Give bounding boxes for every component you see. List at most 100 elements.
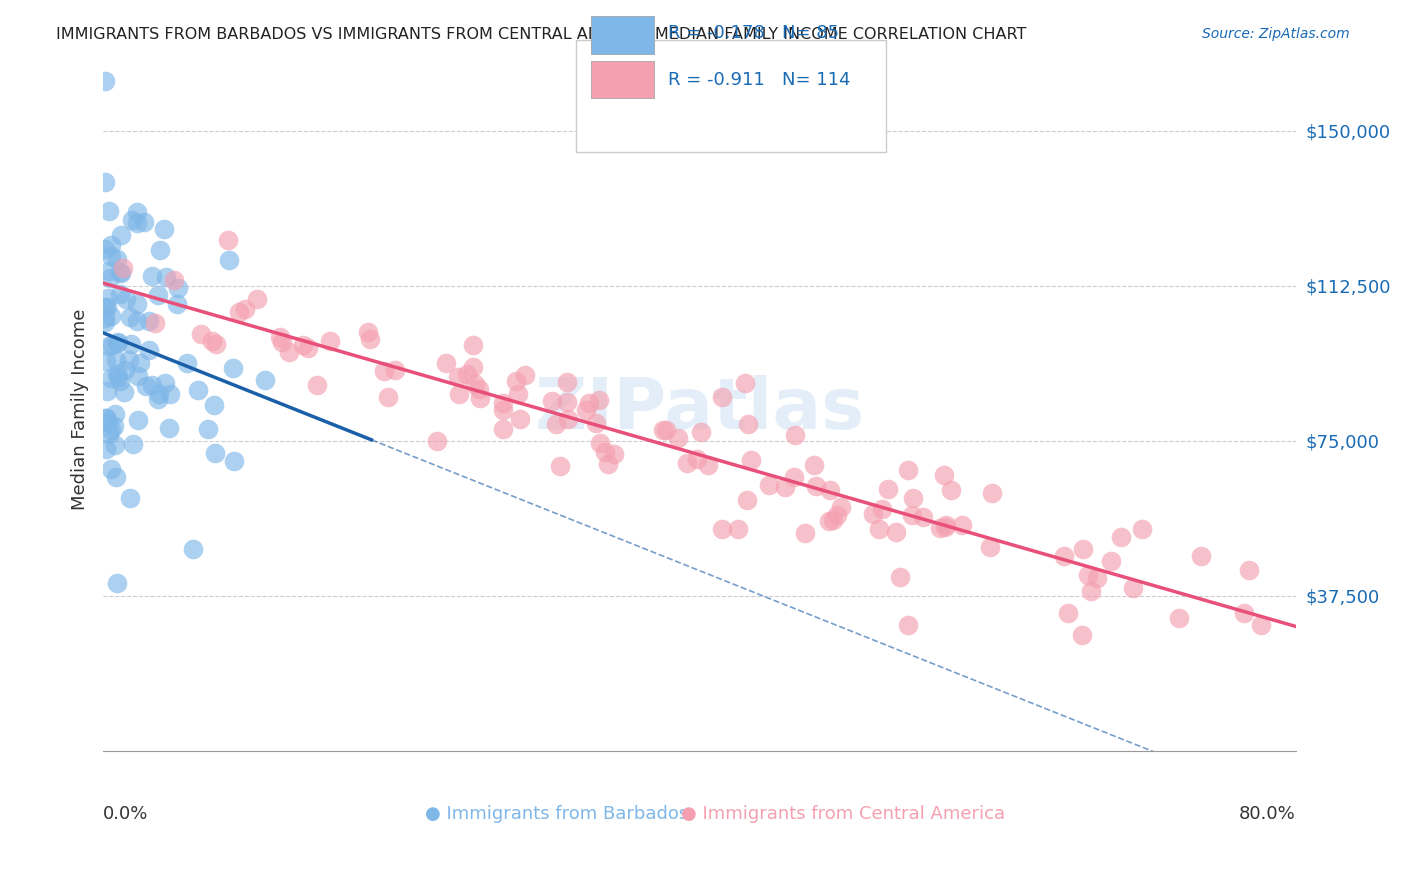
- Point: [1099, 553, 1122, 567]
- Point: [94, 411, 117, 425]
- Point: [138, 313, 160, 327]
- Point: [100, 371, 122, 385]
- Point: [141, 378, 163, 392]
- Point: [127, 413, 149, 427]
- Point: [588, 392, 610, 407]
- Point: [233, 302, 256, 317]
- Point: [132, 215, 155, 229]
- Point: [557, 412, 579, 426]
- Point: [932, 468, 955, 483]
- Point: [585, 416, 607, 430]
- Point: [426, 434, 449, 449]
- Point: [128, 356, 150, 370]
- Point: [1080, 584, 1102, 599]
- Point: [555, 395, 578, 409]
- Point: [509, 412, 531, 426]
- Text: 80.0%: 80.0%: [1239, 805, 1296, 823]
- Point: [143, 316, 166, 330]
- Point: [546, 417, 568, 431]
- Point: [1111, 530, 1133, 544]
- Point: [1071, 541, 1094, 556]
- Point: [464, 377, 486, 392]
- Point: [155, 270, 177, 285]
- Y-axis label: Median Family Income: Median Family Income: [72, 309, 89, 510]
- Point: [884, 524, 907, 539]
- Point: [197, 422, 219, 436]
- Point: [94, 300, 117, 314]
- Point: [228, 305, 250, 319]
- Point: [157, 421, 180, 435]
- Point: [456, 368, 478, 382]
- Point: [104, 470, 127, 484]
- Point: [447, 387, 470, 401]
- Point: [152, 222, 174, 236]
- Point: [1085, 571, 1108, 585]
- Point: [1071, 628, 1094, 642]
- Point: [127, 369, 149, 384]
- Point: [598, 457, 620, 471]
- Point: [108, 265, 131, 279]
- Point: [97, 204, 120, 219]
- Point: [467, 382, 489, 396]
- Point: [94, 243, 117, 257]
- Point: [110, 266, 132, 280]
- Point: [93, 74, 115, 88]
- Point: [468, 391, 491, 405]
- Point: [94, 411, 117, 425]
- Point: [246, 292, 269, 306]
- Point: [782, 470, 804, 484]
- Text: 0.0%: 0.0%: [103, 805, 149, 823]
- Point: [222, 454, 245, 468]
- Point: [434, 356, 457, 370]
- Point: [127, 204, 149, 219]
- Point: [96, 300, 118, 314]
- Point: [794, 526, 817, 541]
- Point: [94, 315, 117, 329]
- Point: [305, 377, 328, 392]
- Point: [153, 376, 176, 390]
- Point: [108, 374, 131, 388]
- Point: [218, 253, 240, 268]
- Point: [1122, 581, 1144, 595]
- Point: [1168, 611, 1191, 625]
- Point: [735, 492, 758, 507]
- Text: Source: ZipAtlas.com: Source: ZipAtlas.com: [1202, 27, 1350, 41]
- Point: [112, 260, 135, 275]
- Point: [117, 353, 139, 368]
- Point: [492, 403, 515, 417]
- Point: [100, 237, 122, 252]
- Point: [548, 458, 571, 473]
- Point: [94, 354, 117, 368]
- Text: ● Immigrants from Barbados: ● Immigrants from Barbados: [425, 805, 688, 823]
- Point: [101, 338, 124, 352]
- Point: [555, 375, 578, 389]
- Point: [187, 383, 209, 397]
- Point: [870, 502, 893, 516]
- Point: [107, 335, 129, 350]
- Point: [492, 396, 515, 410]
- Point: [979, 540, 1001, 554]
- Point: [830, 500, 852, 514]
- Point: [100, 249, 122, 263]
- Point: [589, 436, 612, 450]
- Text: R = -0.178   N= 85: R = -0.178 N= 85: [668, 24, 839, 42]
- Point: [141, 269, 163, 284]
- Point: [319, 334, 342, 348]
- Text: ZIPatlas: ZIPatlas: [534, 375, 865, 444]
- Point: [654, 423, 676, 437]
- Point: [104, 407, 127, 421]
- Point: [100, 461, 122, 475]
- Point: [190, 327, 212, 342]
- Point: [105, 575, 128, 590]
- Point: [897, 463, 920, 477]
- Point: [820, 483, 842, 497]
- Point: [98, 426, 121, 441]
- Point: [929, 521, 952, 535]
- Point: [823, 513, 845, 527]
- Point: [98, 339, 121, 353]
- Point: [506, 386, 529, 401]
- Point: [97, 264, 120, 278]
- Point: [734, 376, 756, 390]
- Point: [889, 570, 911, 584]
- Point: [107, 370, 129, 384]
